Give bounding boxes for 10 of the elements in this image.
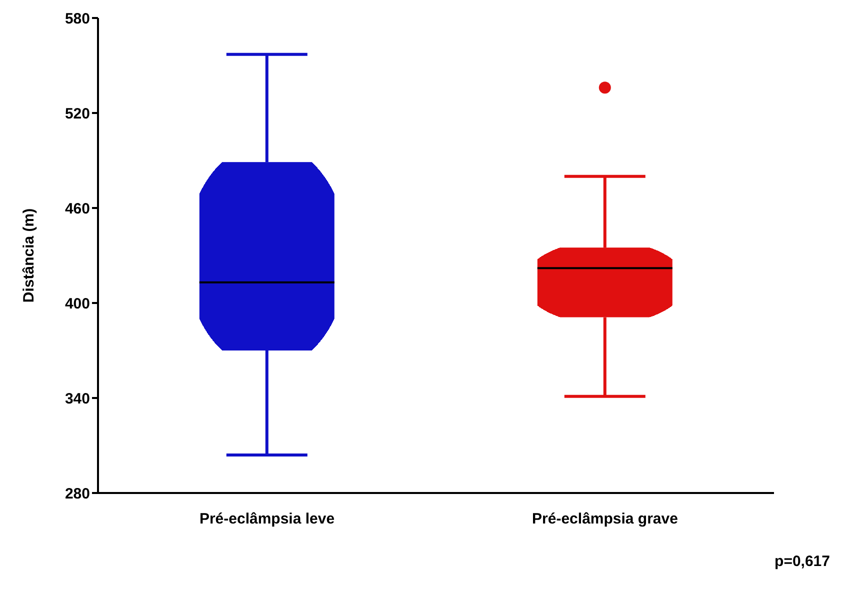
text: p=0,617 [774,553,831,570]
y-tick-label: 400 [64,295,90,312]
x-tick-label: Pré-eclâmpsia leve [199,510,335,528]
y-tick-label: 340 [64,390,90,408]
y-tick-label: 520 [64,105,90,122]
y-tick-label: 580 [64,10,90,28]
x-tick-label: Pré-eclâmpsia grave [532,510,678,528]
y-tick-label: 280 [64,485,90,502]
y-axis-title: Distância (m) [20,208,38,303]
y-tick-label: 460 [64,200,90,218]
